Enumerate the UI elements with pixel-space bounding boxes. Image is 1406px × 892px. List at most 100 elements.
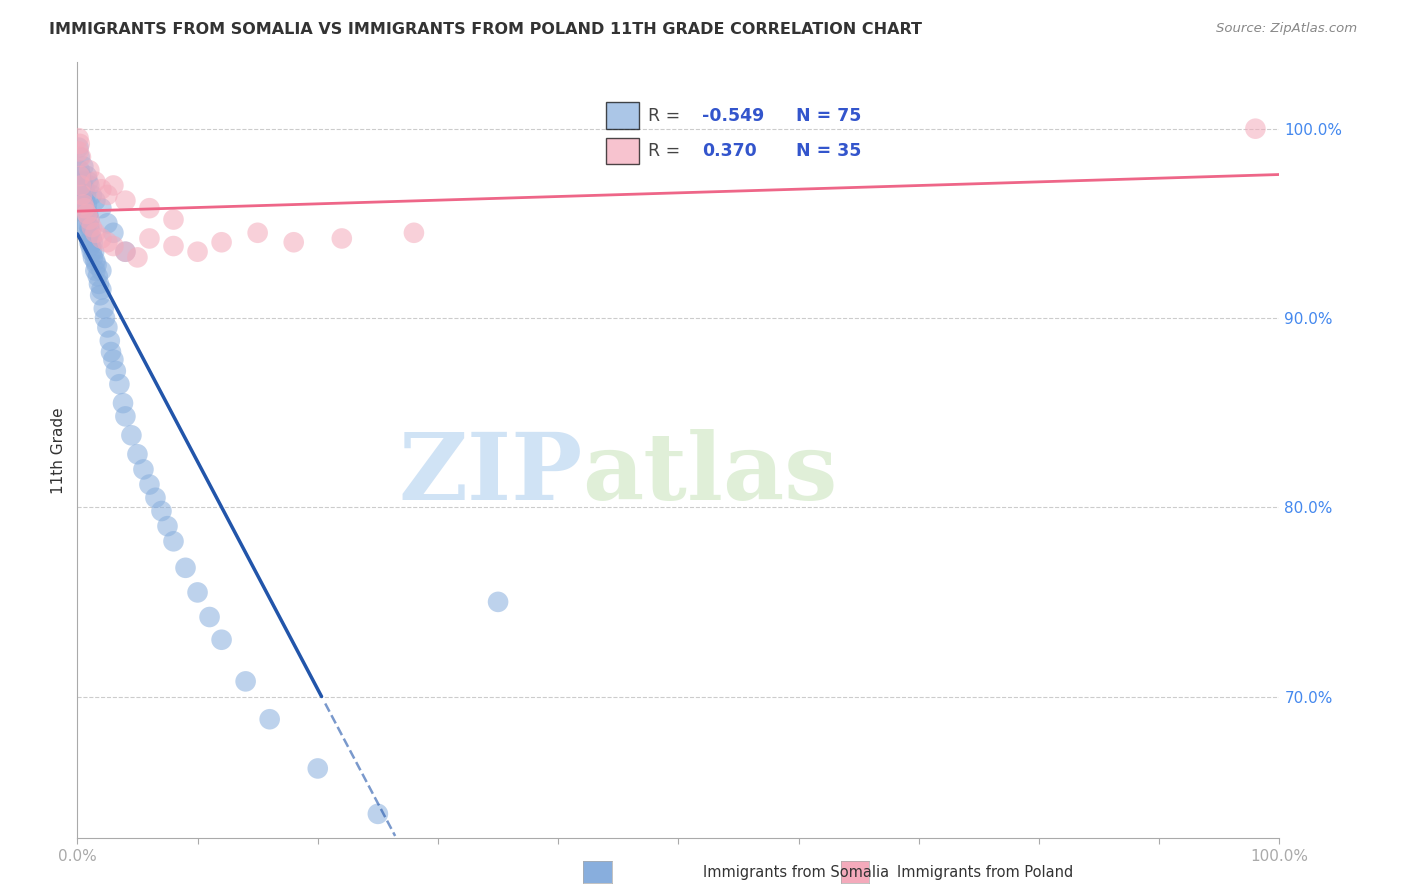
Point — [330, 231, 353, 245]
Point — [76, 216, 98, 230]
Point — [79, 178, 101, 193]
Y-axis label: 11th Grade: 11th Grade — [51, 407, 66, 494]
Point — [86, 258, 108, 272]
Text: Immigrants from Somalia: Immigrants from Somalia — [703, 865, 889, 880]
Point — [235, 674, 257, 689]
Point — [114, 409, 136, 424]
Point — [70, 150, 93, 164]
Point — [103, 239, 125, 253]
Point — [1244, 121, 1267, 136]
Point — [111, 396, 134, 410]
Point — [77, 175, 100, 189]
Point — [69, 136, 91, 151]
Point — [90, 263, 112, 277]
Point — [72, 197, 94, 211]
Point — [186, 244, 209, 259]
Point — [162, 534, 184, 549]
Point — [79, 212, 101, 227]
Point — [70, 175, 93, 189]
Point — [75, 188, 97, 202]
Point — [120, 428, 142, 442]
Point — [114, 194, 136, 208]
Point — [198, 610, 221, 624]
Point — [114, 244, 136, 259]
Point — [72, 197, 94, 211]
Point — [100, 345, 122, 359]
Point — [283, 235, 305, 250]
Text: IMMIGRANTS FROM SOMALIA VS IMMIGRANTS FROM POLAND 11TH GRADE CORRELATION CHART: IMMIGRANTS FROM SOMALIA VS IMMIGRANTS FR… — [49, 22, 922, 37]
Point — [80, 244, 103, 259]
Point — [96, 216, 118, 230]
Point — [90, 201, 112, 215]
Point — [127, 447, 149, 461]
Point — [84, 226, 107, 240]
Point — [84, 254, 107, 268]
Point — [93, 301, 115, 316]
Point — [76, 207, 98, 221]
Point — [84, 175, 107, 189]
Point — [132, 462, 155, 476]
Point — [162, 239, 184, 253]
Point — [127, 251, 149, 265]
Point — [246, 226, 269, 240]
Point — [103, 178, 125, 193]
Point — [162, 212, 184, 227]
Point — [72, 178, 94, 193]
Point — [90, 182, 112, 196]
Text: Source: ZipAtlas.com: Source: ZipAtlas.com — [1216, 22, 1357, 36]
Point — [138, 201, 160, 215]
Point — [80, 220, 103, 235]
Point — [427, 850, 450, 864]
Point — [79, 239, 101, 253]
Point — [103, 352, 125, 367]
Point — [69, 169, 91, 183]
Point — [174, 561, 197, 575]
Point — [486, 595, 509, 609]
Point — [70, 188, 93, 202]
Point — [87, 269, 110, 284]
Point — [108, 377, 131, 392]
Point — [70, 178, 93, 193]
Point — [96, 320, 118, 334]
Point — [80, 188, 103, 202]
Point — [96, 188, 118, 202]
Point — [79, 220, 101, 235]
Point — [76, 169, 98, 183]
Point — [402, 226, 425, 240]
Point — [186, 585, 209, 599]
Point — [138, 477, 160, 491]
Point — [77, 207, 100, 221]
Text: atlas: atlas — [582, 429, 838, 519]
Point — [114, 244, 136, 259]
Point — [79, 163, 101, 178]
Point — [73, 182, 96, 196]
Point — [89, 288, 111, 302]
Point — [84, 263, 107, 277]
Point — [307, 761, 329, 775]
Point — [150, 504, 173, 518]
Point — [211, 632, 233, 647]
Point — [83, 244, 105, 259]
Point — [70, 188, 93, 202]
Point — [138, 231, 160, 245]
Point — [69, 163, 91, 178]
Point — [259, 712, 281, 726]
Point — [90, 283, 112, 297]
Text: ZIP: ZIP — [398, 429, 582, 519]
Point — [84, 194, 107, 208]
Point — [103, 226, 125, 240]
Point — [73, 201, 96, 215]
Point — [77, 226, 100, 240]
Point — [70, 182, 93, 196]
Point — [104, 364, 127, 378]
Point — [67, 145, 90, 159]
Point — [211, 235, 233, 250]
Point — [90, 231, 112, 245]
Point — [73, 194, 96, 208]
Point — [69, 150, 91, 164]
Point — [87, 277, 110, 291]
Point — [79, 235, 101, 250]
Point — [82, 235, 104, 250]
Point — [98, 334, 121, 348]
Point — [96, 235, 118, 250]
